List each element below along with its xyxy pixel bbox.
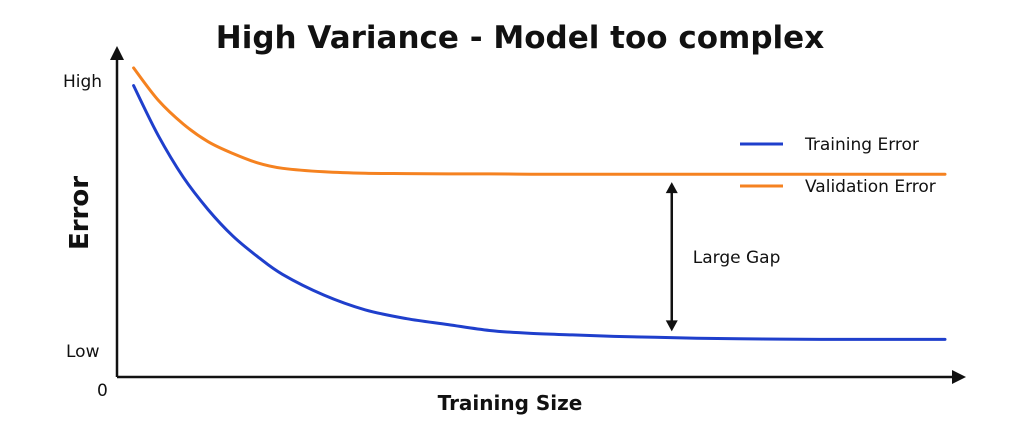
y-tick-high: High <box>63 72 102 92</box>
gap-arrowhead-bottom <box>665 320 678 332</box>
x-axis-title: Training Size <box>438 391 583 415</box>
y-axis-title: Error <box>65 176 95 250</box>
gap-annotation-label: Large Gap <box>693 248 781 268</box>
y-axis-arrowhead <box>110 46 124 60</box>
chart-title: High Variance - Model too complex <box>216 20 824 56</box>
x-axis-arrowhead <box>952 370 966 384</box>
y-tick-low: Low <box>66 342 100 362</box>
legend-label-validation-error: Validation Error <box>805 177 936 197</box>
legend-label-training-error: Training Error <box>804 135 919 155</box>
series-line-validation-error <box>132 66 947 176</box>
gap-arrowhead-top <box>665 182 678 194</box>
origin-label: 0 <box>97 381 108 401</box>
series-line-training-error <box>132 84 947 341</box>
